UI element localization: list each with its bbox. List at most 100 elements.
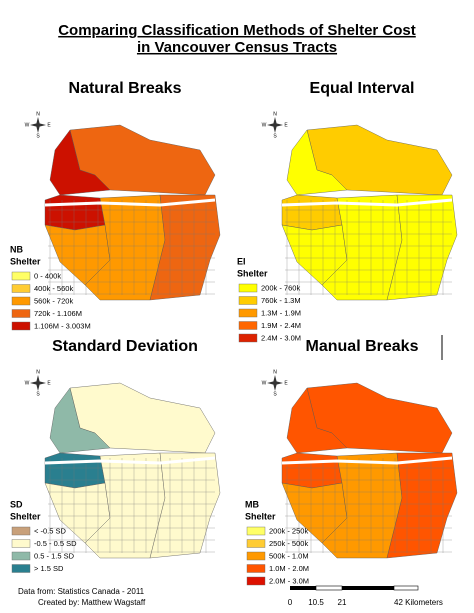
legend-label: 200k - 250k — [269, 526, 308, 535]
panel-title: Equal Interval — [310, 80, 415, 97]
legend-label: 1.3M - 1.9M — [261, 308, 301, 317]
compass-label: E — [47, 122, 51, 128]
scale-label: 42 Kilometers — [394, 598, 443, 607]
legend-subtitle: Shelter — [237, 268, 268, 278]
scale-seg — [393, 585, 419, 591]
legend: NB Shelter 0 - 400k 400k - 560k 560k - 720k 7… — [10, 244, 91, 330]
compass-label: E — [284, 380, 288, 386]
legend-swatch — [11, 271, 31, 281]
legend-swatch — [11, 539, 31, 548]
title-line: Comparing Classification Methods of Shel… — [58, 22, 416, 39]
legend-swatch — [11, 551, 31, 561]
legend-label: 250k - 500k — [269, 539, 308, 548]
legend-swatch — [238, 283, 258, 293]
legend-label: 0 - 400k — [34, 271, 61, 280]
scale-seg — [315, 585, 343, 591]
compass-label: W — [25, 380, 30, 386]
scale-bar — [290, 585, 419, 591]
title-line: in Vancouver Census Tracts — [137, 39, 337, 56]
legend-label: 2.0M - 3.0M — [269, 576, 309, 585]
legend-label: 2.4M - 3.0M — [261, 333, 301, 342]
map-region — [281, 194, 343, 231]
compass-label: E — [284, 122, 288, 128]
compass-label: N — [36, 111, 40, 117]
map-panel: Standard Deviation N E SW — [25, 338, 221, 559]
legend-title: SD — [10, 499, 23, 509]
compass-label: N — [273, 369, 277, 375]
compass-label: E — [47, 380, 51, 386]
compass — [267, 375, 283, 391]
legend-label: < -0.5 SD — [34, 526, 66, 535]
map-panel: Equal Interval N E SW — [262, 80, 458, 301]
legend-swatch — [246, 526, 266, 536]
legend-label: 720k - 1.106M — [34, 309, 82, 318]
compass-label: S — [36, 133, 40, 139]
legend-swatch — [11, 284, 31, 293]
legend-swatch — [238, 308, 258, 318]
compass-label: S — [36, 391, 40, 397]
map-region — [149, 452, 221, 559]
legend-label: 1.106M - 3.003M — [34, 321, 91, 330]
legend-label: 400k - 560k — [34, 284, 73, 293]
compass-label: W — [262, 380, 267, 386]
map-region — [149, 194, 221, 301]
legend-title: NB — [10, 244, 23, 254]
legend-swatch — [238, 321, 258, 330]
legend-label: 1.9M - 2.4M — [261, 321, 301, 330]
scale-seg — [342, 586, 394, 590]
compass-label: S — [273, 391, 277, 397]
legend-swatch — [238, 333, 258, 343]
compass-label: N — [36, 369, 40, 375]
compass-label: S — [273, 133, 277, 139]
legend-label: 0.5 - 1.5 SD — [34, 551, 75, 560]
legend-label: > 1.5 SD — [34, 564, 64, 573]
legend-swatch — [11, 526, 31, 536]
legend-label: 760k - 1.3M — [261, 296, 301, 305]
map-panel: Manual Breaks N E SW — [262, 338, 458, 559]
legend-swatch — [11, 564, 31, 573]
inlet — [44, 456, 216, 465]
map-region — [49, 387, 111, 454]
map-region — [49, 129, 111, 196]
map-region — [286, 387, 348, 454]
legend-title: MB — [245, 499, 259, 509]
legend-subtitle: Shelter — [10, 511, 41, 521]
legend-subtitle: Shelter — [245, 511, 276, 521]
map-region — [44, 452, 106, 489]
panel-title: Natural Breaks — [69, 80, 182, 97]
legend-swatch — [11, 309, 31, 318]
scale-seg — [290, 586, 316, 590]
legend-label: 560k - 720k — [34, 296, 73, 305]
legend-swatch — [246, 564, 266, 573]
inlet — [44, 198, 216, 207]
legend: EI Shelter 200k - 760k 760k - 1.3M 1.3M - 1.… — [237, 256, 301, 342]
legend-swatch — [246, 551, 266, 561]
scale-label: 0 — [288, 598, 293, 607]
compass-label: N — [273, 111, 277, 117]
map-region — [386, 452, 458, 559]
map-region — [281, 452, 343, 489]
legend-title: EI — [237, 256, 246, 266]
legend-label: 1.0M - 2.0M — [269, 564, 309, 573]
legend-swatch — [11, 296, 31, 306]
compass — [30, 117, 46, 133]
panel-title: Manual Breaks — [306, 338, 419, 355]
compass-label: W — [262, 122, 267, 128]
legend-swatch — [238, 296, 258, 305]
map-region — [44, 194, 106, 231]
legend-subtitle: Shelter — [10, 256, 41, 266]
map-region — [386, 194, 458, 301]
map-panel: Natural Breaks N E SW — [25, 80, 221, 301]
legend: SD Shelter < -0.5 SD -0.5 - 0.5 SD 0.5 - 1.5… — [10, 499, 77, 573]
inlet — [281, 456, 453, 465]
source: Data from: Statistics Canada - 2011 — [18, 587, 145, 596]
legend-label: 200k - 760k — [261, 283, 300, 292]
map-region — [286, 129, 348, 196]
legend: MB Shelter 200k - 250k 250k - 500k 500k - 1.… — [245, 499, 309, 585]
compass — [30, 375, 46, 391]
legend-label: 500k - 1.0M — [269, 551, 309, 560]
credit: Created by: Matthew Wagstaff — [38, 598, 146, 607]
scale-label: 10.5 — [308, 598, 324, 607]
legend-swatch — [11, 321, 31, 331]
